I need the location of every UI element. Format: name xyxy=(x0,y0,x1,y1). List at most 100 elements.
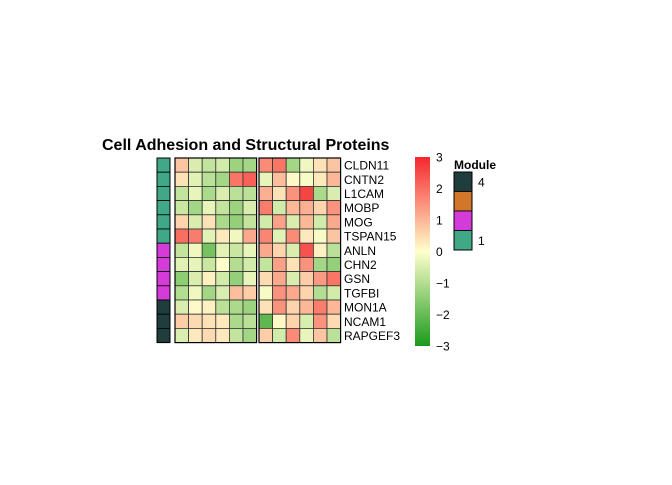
heatmap-cell-TSPAN15-10 xyxy=(299,228,314,244)
heatmap-cell-CLDN11-6 xyxy=(242,157,258,173)
heatmap-cell-TGFBI-6 xyxy=(242,285,258,301)
heatmap-cell-CHN2-8 xyxy=(272,256,287,272)
heatmap-cell-L1CAM-6 xyxy=(242,185,258,201)
heatmap-cell-MOG-11 xyxy=(312,214,328,230)
heatmap-cell-CHN2-7 xyxy=(258,256,274,272)
heatmap-cell-MON1A-8 xyxy=(272,299,287,315)
heatmap-cell-TSPAN15-1 xyxy=(174,228,190,244)
heatmap-cell-L1CAM-8 xyxy=(272,185,287,201)
heatmap-cell-L1CAM-5 xyxy=(228,185,244,201)
color-scale-bar xyxy=(415,157,430,346)
heatmap-cell-RAPGEF3-3 xyxy=(201,327,217,343)
heatmap-cell-TGFBI-3 xyxy=(201,285,217,301)
heatmap-cell-TGFBI-10 xyxy=(299,285,314,301)
module-cell-MOG xyxy=(156,214,171,230)
row-label-TGFBI: TGFBI xyxy=(344,286,379,300)
heatmap-cell-RAPGEF3-4 xyxy=(215,327,230,343)
heatmap-cell-CLDN11-10 xyxy=(299,157,314,173)
heatmap-cell-NCAM1-1 xyxy=(174,313,190,329)
heatmap-cell-NCAM1-4 xyxy=(215,313,230,329)
heatmap-cell-ANLN-10 xyxy=(299,242,314,258)
heatmap-cell-CLDN11-9 xyxy=(285,157,301,173)
color-scale-tick-1: 1 xyxy=(436,214,443,228)
heatmap-cell-NCAM1-8 xyxy=(272,313,287,329)
module-legend-swatch-3 xyxy=(453,191,473,212)
heatmap-cell-MOBP-3 xyxy=(201,200,217,216)
heatmap-cell-RAPGEF3-1 xyxy=(174,327,190,343)
heatmap-cell-TSPAN15-8 xyxy=(272,228,287,244)
heatmap-cell-MOG-6 xyxy=(242,214,258,230)
heatmap-cell-L1CAM-11 xyxy=(312,185,328,201)
row-label-ANLN: ANLN xyxy=(344,244,376,258)
heatmap-cell-CHN2-2 xyxy=(188,256,203,272)
heatmap-cell-GSN-3 xyxy=(201,271,217,287)
heatmap-cell-L1CAM-2 xyxy=(188,185,203,201)
heatmap-cell-CLDN11-5 xyxy=(228,157,244,173)
heatmap-cell-MOG-10 xyxy=(299,214,314,230)
heatmap-cell-ANLN-11 xyxy=(312,242,328,258)
heatmap-cell-GSN-12 xyxy=(326,271,342,287)
module-cell-MON1A xyxy=(156,299,171,315)
heatmap-cell-TSPAN15-4 xyxy=(215,228,230,244)
heatmap-cell-GSN-6 xyxy=(242,271,258,287)
heatmap-cell-CHN2-3 xyxy=(201,256,217,272)
module-legend-border xyxy=(453,171,473,251)
heatmap-cell-CHN2-11 xyxy=(312,256,328,272)
heatmap-cell-CNTN2-7 xyxy=(258,171,274,187)
heatmap-cell-MOBP-12 xyxy=(326,200,342,216)
module-cell-ANLN xyxy=(156,242,171,258)
heatmap-cell-CNTN2-5 xyxy=(228,171,244,187)
heatmap-cell-NCAM1-10 xyxy=(299,313,314,329)
heatmap-cell-MOG-4 xyxy=(215,214,230,230)
module-legend: Module 4 1 xyxy=(453,158,496,251)
heatmap-cell-MOG-12 xyxy=(326,214,342,230)
heatmap-cell-MOG-1 xyxy=(174,214,190,230)
module-legend-swatch-1 xyxy=(453,230,473,251)
heatmap-cell-CNTN2-4 xyxy=(215,171,230,187)
heatmap-cell-MON1A-2 xyxy=(188,299,203,315)
heatmap-cell-CLDN11-3 xyxy=(201,157,217,173)
color-scale-legend: 3 2 1 0 −1 −2 −3 xyxy=(415,151,450,354)
heatmap-cell-RAPGEF3-11 xyxy=(312,327,328,343)
heatmap-cell-CNTN2-9 xyxy=(285,171,301,187)
heatmap-cell-L1CAM-3 xyxy=(201,185,217,201)
chart-title: Cell Adhesion and Structural Proteins xyxy=(102,137,390,154)
row-label-CLDN11: CLDN11 xyxy=(344,159,389,173)
module-cell-L1CAM xyxy=(156,185,171,201)
module-cell-CNTN2 xyxy=(156,171,171,187)
module-legend-swatch-4 xyxy=(453,171,473,192)
heatmap-cell-MOBP-4 xyxy=(215,200,230,216)
row-label-MON1A: MON1A xyxy=(344,301,387,315)
heatmap-cell-TSPAN15-7 xyxy=(258,228,274,244)
module-bar-border xyxy=(156,157,171,344)
heatmap-cell-CNTN2-1 xyxy=(174,171,190,187)
heatmap-cell-TGFBI-12 xyxy=(326,285,342,301)
heatmap-cell-MOBP-8 xyxy=(272,200,287,216)
heatmap-cell-TSPAN15-2 xyxy=(188,228,203,244)
heatmap-cell-L1CAM-9 xyxy=(285,185,301,201)
heatmap-cell-CNTN2-6 xyxy=(242,171,258,187)
heatmap-cell-GSN-8 xyxy=(272,271,287,287)
heatmap-cell-CHN2-4 xyxy=(215,256,230,272)
row-label-GSN: GSN xyxy=(344,272,370,286)
heatmap-cell-TSPAN15-9 xyxy=(285,228,301,244)
heatmap-cell-ANLN-7 xyxy=(258,242,274,258)
heatmap-cell-MON1A-9 xyxy=(285,299,301,315)
heatmap-cell-L1CAM-1 xyxy=(174,185,190,201)
heatmap-cell-TSPAN15-12 xyxy=(326,228,342,244)
heatmap-cell-TGFBI-4 xyxy=(215,285,230,301)
heatmap-cell-RAPGEF3-10 xyxy=(299,327,314,343)
heatmap-cell-MOBP-7 xyxy=(258,200,274,216)
heatmap-cell-TGFBI-2 xyxy=(188,285,203,301)
color-scale-tick--2: −2 xyxy=(436,308,450,322)
color-scale-tick-3: 3 xyxy=(436,151,443,165)
module-cell-MOBP xyxy=(156,200,171,216)
row-label-MOBP: MOBP xyxy=(344,201,379,215)
color-scale-tick--3: −3 xyxy=(436,340,450,354)
module-legend-swatch-2 xyxy=(453,210,473,231)
heatmap-cell-MOBP-10 xyxy=(299,200,314,216)
heatmap-cell-MOBP-9 xyxy=(285,200,301,216)
heatmap-cell-RAPGEF3-6 xyxy=(242,327,258,343)
